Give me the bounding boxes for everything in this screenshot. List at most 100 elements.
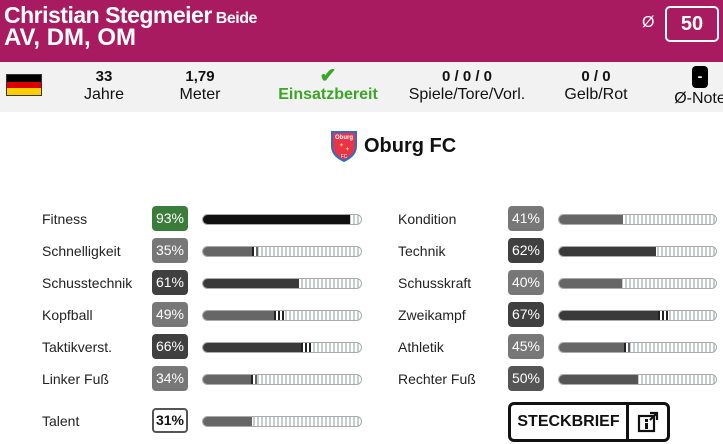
player-name-line: Christian Stegmeier Beide — [4, 2, 257, 29]
svg-text:✦: ✦ — [339, 142, 344, 149]
attribute-row-zweikampf: Zweikampf 67% — [398, 302, 723, 328]
attribute-row-taktikverst-: Taktikverst. 66% — [42, 334, 372, 360]
stat-note: - Ø-Note — [670, 66, 723, 108]
attribute-label: Technik — [398, 243, 446, 259]
attribute-label: Schusstechnik — [42, 275, 133, 291]
attribute-row-kondition: Kondition 41% — [398, 206, 723, 232]
attribute-label: Fitness — [42, 211, 88, 227]
attribute-bar-fill — [203, 375, 257, 384]
svg-text:✦: ✦ — [345, 146, 350, 153]
svg-text:Oburg: Oburg — [335, 135, 353, 141]
attribute-bar — [558, 310, 717, 321]
attribute-label: Rechter Fuß — [398, 371, 476, 387]
age-label: Jahre — [83, 86, 125, 103]
player-name: Christian Stegmeier — [4, 2, 212, 28]
attribute-row-schusstechnik: Schusstechnik 61% — [42, 270, 372, 296]
status-label: Einsatzbereit — [278, 86, 378, 103]
attribute-bar-fill — [203, 279, 300, 288]
attribute-bar — [558, 246, 717, 257]
attribute-row-technik: Technik 62% — [398, 238, 723, 264]
attribute-bar-marker — [274, 311, 285, 320]
stat-status: ✔ Einsatzbereit — [276, 65, 380, 104]
attribute-row-fitness: Fitness 93% — [42, 206, 372, 232]
attribute-bar-fill — [559, 375, 638, 384]
games-value: 0 / 0 / 0 — [441, 68, 493, 85]
club-crest-icon: Oburg ✦✦ FC — [331, 131, 357, 162]
attribute-row-talent: Talent 31% — [42, 408, 372, 434]
attribute-bar-fill — [203, 417, 252, 426]
games-label: Spiele/Tore/Vorl. — [408, 86, 526, 103]
attribute-label: Kopfball — [42, 307, 93, 323]
attribute-bar — [202, 246, 362, 257]
attribute-bar — [202, 416, 362, 427]
stat-height: 1,79 Meter — [174, 68, 226, 104]
attribute-label: Zweikampf — [398, 307, 466, 323]
attribute-value-badge: 40% — [508, 270, 544, 295]
attribute-row-kopfball: Kopfball 49% — [42, 302, 372, 328]
attribute-value-badge: 31% — [152, 408, 188, 433]
attribute-value-badge: 34% — [152, 366, 188, 391]
stats-bar: 33 Jahre 1,79 Meter ✔ Einsatzbereit 0 / 0 /… — [0, 62, 723, 112]
attribute-bar-marker — [623, 343, 628, 352]
attribute-value-badge: 67% — [508, 302, 544, 327]
attribute-bar — [202, 342, 362, 353]
club-name: Oburg FC — [364, 134, 457, 157]
attribute-label: Schusskraft — [398, 275, 472, 291]
attribute-label: Talent — [42, 413, 80, 429]
steckbrief-button[interactable]: STECKBRIEF — [508, 402, 670, 442]
attribute-bar — [558, 342, 717, 353]
attribute-bar — [558, 278, 717, 289]
attribute-bar-fill — [203, 343, 308, 352]
stat-games: 0 / 0 / 0 Spiele/Tore/Vorl. — [404, 68, 530, 104]
svg-text:FC: FC — [341, 154, 348, 160]
attribute-value-badge: 49% — [152, 302, 188, 327]
info-external-icon[interactable] — [629, 405, 667, 439]
attribute-row-schnelligkeit: Schnelligkeit 35% — [42, 238, 372, 264]
attribute-label: Taktikverst. — [42, 339, 113, 355]
cards-value: 0 / 0 — [581, 68, 611, 85]
attribute-bar-fill — [559, 215, 624, 224]
steckbrief-label: STECKBRIEF — [511, 405, 629, 439]
average-strength: 50 — [665, 6, 719, 42]
attribute-bar-marker — [658, 311, 669, 320]
height-label: Meter — [179, 86, 221, 103]
age-value: 33 — [95, 68, 113, 85]
player-header: Christian Stegmeier Beide AV, DM, OM Ø 50 — [0, 0, 723, 62]
attribute-bar — [558, 214, 717, 225]
stat-age: 33 Jahre — [80, 68, 128, 104]
attribute-bar-fill — [559, 279, 622, 288]
attribute-value-badge: 93% — [152, 206, 188, 231]
attribute-bar-marker — [301, 343, 312, 352]
attribute-bar-fill — [203, 311, 281, 320]
attribute-bar — [202, 278, 362, 289]
attribute-bar-marker — [252, 247, 257, 256]
average-symbol: Ø — [642, 14, 655, 31]
attribute-bar-fill — [203, 247, 259, 256]
height-value: 1,79 — [185, 68, 215, 85]
checkmark-icon: ✔ — [319, 65, 337, 87]
germany-flag-icon — [6, 74, 42, 96]
attribute-bar-fill — [559, 343, 630, 352]
note-label: Ø-Note — [674, 90, 723, 107]
attribute-row-rechter-fuß: Rechter Fuß 50% — [398, 366, 723, 392]
note-value: - — [692, 66, 708, 88]
club[interactable]: Oburg ✦ ✦ FC Oburg FC — [330, 130, 456, 162]
attribute-label: Athletik — [398, 339, 444, 355]
attribute-bar-marker — [250, 375, 255, 384]
attribute-row-linker-fuß: Linker Fuß 34% — [42, 366, 372, 392]
attribute-label: Schnelligkeit — [42, 243, 121, 259]
attribute-bar — [558, 374, 717, 385]
cards-label: Gelb/Rot — [564, 86, 628, 103]
player-positions: AV, DM, OM — [4, 24, 137, 51]
attribute-bar-fill — [559, 247, 657, 256]
attribute-value-badge: 41% — [508, 206, 544, 231]
attribute-bar-fill — [559, 311, 665, 320]
attribute-label: Linker Fuß — [42, 371, 109, 387]
attribute-bar — [202, 310, 362, 321]
preferred-foot: Beide — [215, 10, 258, 27]
attribute-bar — [202, 374, 362, 385]
attribute-bar — [202, 214, 362, 225]
attribute-value-badge: 35% — [152, 238, 188, 263]
attribute-value-badge: 66% — [152, 334, 188, 359]
attribute-value-badge: 45% — [508, 334, 544, 359]
